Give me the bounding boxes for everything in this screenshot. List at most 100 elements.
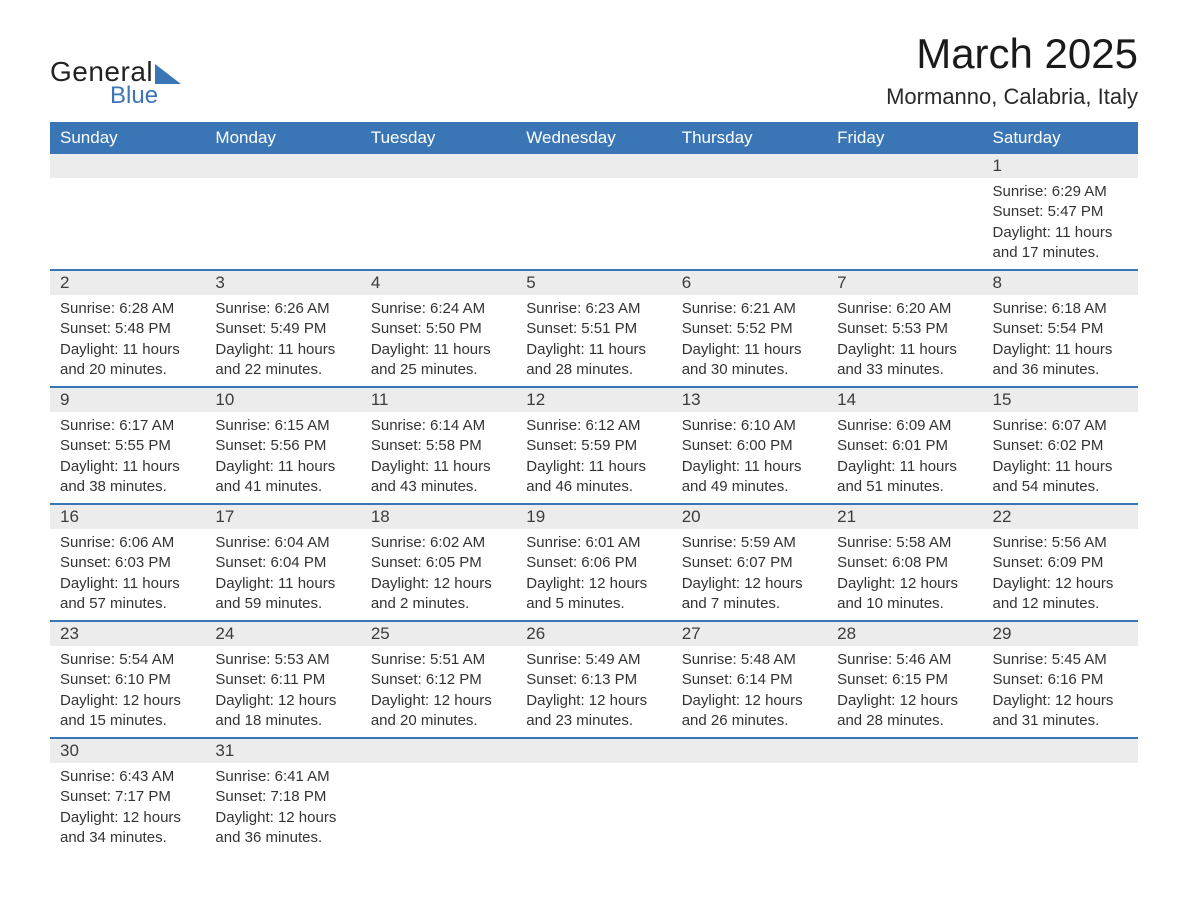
day-cell-num: 28Sunrise: 5:46 AMSunset: 6:15 PMDayligh… [827,621,982,738]
day-cell-num: 15Sunrise: 6:07 AMSunset: 6:02 PMDayligh… [983,387,1138,504]
sunset-text: Sunset: 6:00 PM [682,436,817,456]
day-cell-num [361,154,516,270]
day-content: Sunrise: 6:23 AMSunset: 5:51 PMDaylight:… [516,295,671,386]
day-cell-num: 27Sunrise: 5:48 AMSunset: 6:14 PMDayligh… [672,621,827,738]
day-content: Sunrise: 5:46 AMSunset: 6:15 PMDaylight:… [827,646,982,737]
daylight-text-2: and 23 minutes. [526,711,661,731]
sunset-text: Sunset: 6:07 PM [682,553,817,573]
day-number [672,154,827,178]
daylight-text-1: Daylight: 11 hours [993,340,1128,360]
day-number: 23 [50,622,205,646]
sunrise-text: Sunrise: 5:58 AM [837,533,972,553]
day-cell-num: 11Sunrise: 6:14 AMSunset: 5:58 PMDayligh… [361,387,516,504]
sunrise-text: Sunrise: 6:12 AM [526,416,661,436]
daylight-text-2: and 31 minutes. [993,711,1128,731]
sunrise-text: Sunrise: 6:28 AM [60,299,195,319]
day-cell-num: 4Sunrise: 6:24 AMSunset: 5:50 PMDaylight… [361,270,516,387]
daylight-text-1: Daylight: 12 hours [682,574,817,594]
daylight-text-2: and 17 minutes. [993,243,1128,263]
sunrise-text: Sunrise: 5:56 AM [993,533,1128,553]
day-cell-num: 21Sunrise: 5:58 AMSunset: 6:08 PMDayligh… [827,504,982,621]
daylight-text-2: and 36 minutes. [993,360,1128,380]
day-content: Sunrise: 6:02 AMSunset: 6:05 PMDaylight:… [361,529,516,620]
sunrise-text: Sunrise: 6:15 AM [215,416,350,436]
day-content: Sunrise: 6:10 AMSunset: 6:00 PMDaylight:… [672,412,827,503]
day-cell-num: 24Sunrise: 5:53 AMSunset: 6:11 PMDayligh… [205,621,360,738]
day-number: 9 [50,388,205,412]
sunrise-text: Sunrise: 6:01 AM [526,533,661,553]
day-content: Sunrise: 5:59 AMSunset: 6:07 PMDaylight:… [672,529,827,620]
sunset-text: Sunset: 6:08 PM [837,553,972,573]
day-content: Sunrise: 5:56 AMSunset: 6:09 PMDaylight:… [983,529,1138,620]
day-cell-num: 6Sunrise: 6:21 AMSunset: 5:52 PMDaylight… [672,270,827,387]
sunset-text: Sunset: 6:13 PM [526,670,661,690]
sunset-text: Sunset: 5:51 PM [526,319,661,339]
week-daynum-row: 16Sunrise: 6:06 AMSunset: 6:03 PMDayligh… [50,504,1138,621]
daylight-text-2: and 46 minutes. [526,477,661,497]
sunset-text: Sunset: 5:52 PM [682,319,817,339]
sunset-text: Sunset: 5:47 PM [993,202,1128,222]
day-number: 22 [983,505,1138,529]
day-number [516,739,671,763]
daylight-text-2: and 22 minutes. [215,360,350,380]
day-cell-num: 3Sunrise: 6:26 AMSunset: 5:49 PMDaylight… [205,270,360,387]
daylight-text-1: Daylight: 12 hours [526,691,661,711]
sunrise-text: Sunrise: 6:06 AM [60,533,195,553]
sunrise-text: Sunrise: 6:17 AM [60,416,195,436]
day-content: Sunrise: 6:09 AMSunset: 6:01 PMDaylight:… [827,412,982,503]
daylight-text-1: Daylight: 11 hours [682,340,817,360]
location-subtitle: Mormanno, Calabria, Italy [886,84,1138,110]
sunrise-text: Sunrise: 6:20 AM [837,299,972,319]
day-cell-num: 23Sunrise: 5:54 AMSunset: 6:10 PMDayligh… [50,621,205,738]
daylight-text-1: Daylight: 11 hours [837,340,972,360]
sunset-text: Sunset: 6:09 PM [993,553,1128,573]
sunset-text: Sunset: 5:59 PM [526,436,661,456]
day-number: 17 [205,505,360,529]
day-cell-num: 14Sunrise: 6:09 AMSunset: 6:01 PMDayligh… [827,387,982,504]
day-content: Sunrise: 6:20 AMSunset: 5:53 PMDaylight:… [827,295,982,386]
daylight-text-2: and 12 minutes. [993,594,1128,614]
day-number: 16 [50,505,205,529]
sunset-text: Sunset: 6:06 PM [526,553,661,573]
daylight-text-1: Daylight: 12 hours [215,691,350,711]
daylight-text-1: Daylight: 12 hours [60,808,195,828]
daylight-text-2: and 18 minutes. [215,711,350,731]
logo-triangle-icon [155,64,181,84]
day-number: 30 [50,739,205,763]
sunrise-text: Sunrise: 6:09 AM [837,416,972,436]
logo-blue-text: Blue [110,82,158,110]
day-content: Sunrise: 5:48 AMSunset: 6:14 PMDaylight:… [672,646,827,737]
daylight-text-2: and 20 minutes. [60,360,195,380]
day-cell-num: 22Sunrise: 5:56 AMSunset: 6:09 PMDayligh… [983,504,1138,621]
day-cell-num [983,738,1138,854]
week-daynum-row: 2Sunrise: 6:28 AMSunset: 5:48 PMDaylight… [50,270,1138,387]
day-cell-num: 18Sunrise: 6:02 AMSunset: 6:05 PMDayligh… [361,504,516,621]
sunrise-text: Sunrise: 6:14 AM [371,416,506,436]
sunrise-text: Sunrise: 6:23 AM [526,299,661,319]
sunrise-text: Sunrise: 6:43 AM [60,767,195,787]
sunrise-text: Sunrise: 6:02 AM [371,533,506,553]
day-number [361,154,516,178]
sunset-text: Sunset: 6:01 PM [837,436,972,456]
week-daynum-row: 1Sunrise: 6:29 AMSunset: 5:47 PMDaylight… [50,154,1138,270]
sunset-text: Sunset: 6:12 PM [371,670,506,690]
day-number: 26 [516,622,671,646]
day-cell-num: 17Sunrise: 6:04 AMSunset: 6:04 PMDayligh… [205,504,360,621]
day-content: Sunrise: 5:53 AMSunset: 6:11 PMDaylight:… [205,646,360,737]
day-number: 1 [983,154,1138,178]
day-content: Sunrise: 6:26 AMSunset: 5:49 PMDaylight:… [205,295,360,386]
daylight-text-1: Daylight: 12 hours [371,574,506,594]
day-content [516,178,671,188]
daylight-text-1: Daylight: 12 hours [837,691,972,711]
daylight-text-2: and 57 minutes. [60,594,195,614]
day-content: Sunrise: 6:43 AMSunset: 7:17 PMDaylight:… [50,763,205,854]
day-content: Sunrise: 6:41 AMSunset: 7:18 PMDaylight:… [205,763,360,854]
day-number: 14 [827,388,982,412]
daylight-text-1: Daylight: 12 hours [993,574,1128,594]
daylight-text-2: and 34 minutes. [60,828,195,848]
day-number: 6 [672,271,827,295]
sunset-text: Sunset: 5:55 PM [60,436,195,456]
day-content: Sunrise: 6:28 AMSunset: 5:48 PMDaylight:… [50,295,205,386]
day-cell-num: 29Sunrise: 5:45 AMSunset: 6:16 PMDayligh… [983,621,1138,738]
day-cell-num: 13Sunrise: 6:10 AMSunset: 6:00 PMDayligh… [672,387,827,504]
